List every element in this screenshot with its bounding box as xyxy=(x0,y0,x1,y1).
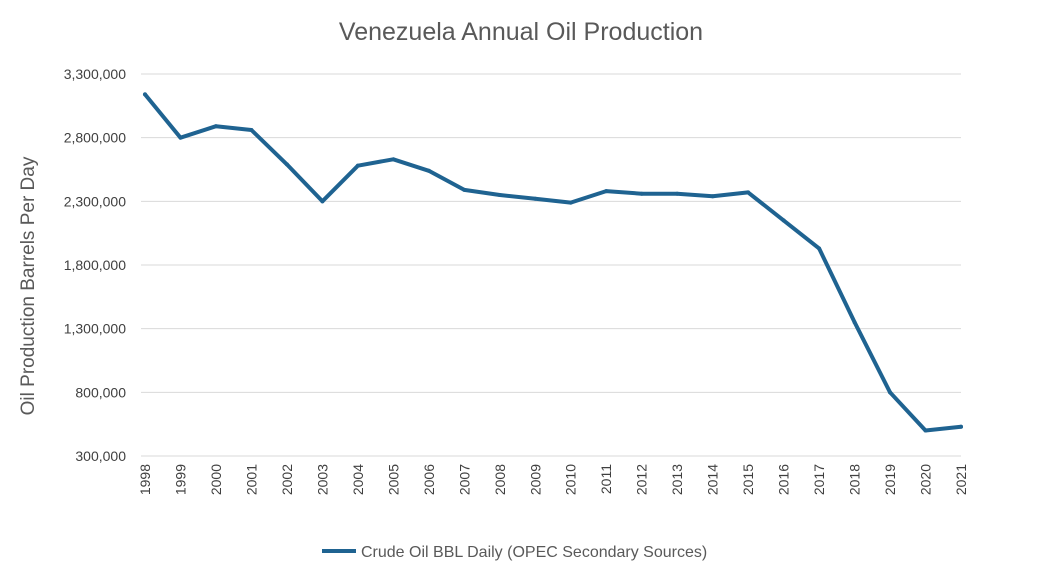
legend: Crude Oil BBL Daily (OPEC Secondary Sour… xyxy=(322,544,707,561)
data-point xyxy=(213,124,218,129)
data-point xyxy=(568,200,573,205)
data-point xyxy=(284,162,289,167)
x-tick-label: 2017 xyxy=(811,464,827,495)
x-tick-label: 1998 xyxy=(137,464,153,495)
x-tick-label: 2012 xyxy=(634,464,650,495)
data-point xyxy=(923,428,928,433)
data-point xyxy=(675,191,680,196)
x-tick-label: 2005 xyxy=(385,464,401,495)
x-tick-label: 2020 xyxy=(918,464,934,495)
data-point xyxy=(497,192,502,197)
data-point xyxy=(959,424,963,429)
x-tick-label: 2015 xyxy=(740,464,756,495)
y-axis-label: Oil Production Barrels Per Day xyxy=(18,156,39,415)
data-point xyxy=(639,191,644,196)
data-point xyxy=(178,135,183,140)
x-tick-label: 2002 xyxy=(279,464,295,495)
x-tick-label: 2014 xyxy=(705,464,721,495)
legend-label: Crude Oil BBL Daily (OPEC Secondary Sour… xyxy=(361,544,707,561)
x-tick-label: 2007 xyxy=(456,464,472,495)
data-point xyxy=(781,218,786,223)
x-tick-label: 2018 xyxy=(847,464,863,495)
chart-title: Venezuela Annual Oil Production xyxy=(339,18,703,46)
x-tick-label: 2000 xyxy=(208,464,224,495)
x-tick-label: 1999 xyxy=(172,464,188,495)
series-lines xyxy=(143,92,963,433)
data-point xyxy=(852,320,857,325)
x-tick-label: 2009 xyxy=(527,464,543,495)
y-tick-label: 2,800,000 xyxy=(64,130,126,146)
data-point xyxy=(533,196,538,201)
y-tick-label: 1,300,000 xyxy=(64,321,126,337)
data-point xyxy=(462,187,467,192)
data-point xyxy=(355,163,360,168)
x-tick-label: 2013 xyxy=(669,464,685,495)
y-tick-label: 800,000 xyxy=(75,384,126,400)
x-tick-label: 2008 xyxy=(492,464,508,495)
y-tick-label: 3,300,000 xyxy=(64,66,126,82)
x-tick-label: 2003 xyxy=(314,464,330,495)
data-point xyxy=(320,199,325,204)
data-point xyxy=(604,189,609,194)
x-tick-label: 2001 xyxy=(243,464,259,495)
y-tick-label: 1,800,000 xyxy=(64,257,126,273)
data-point xyxy=(817,246,822,251)
data-point xyxy=(143,92,147,97)
data-point xyxy=(710,194,715,199)
series-line xyxy=(143,92,963,433)
x-tick-label: 2016 xyxy=(776,464,792,495)
y-tick-label: 2,300,000 xyxy=(64,193,126,209)
x-tick-label: 2011 xyxy=(598,464,614,494)
x-axis-ticks: 1998 1999 2000 2001 2002 2003 2004 2005 2006 2007… xyxy=(137,464,969,495)
x-tick-label: 2019 xyxy=(882,464,898,495)
y-tick-label: 300,000 xyxy=(75,448,126,464)
y-axis-ticks: 300,000 800,000 1,300,000 1,800,000 2,300,00… xyxy=(64,66,127,464)
data-point xyxy=(746,190,751,195)
data-point xyxy=(426,168,431,173)
data-point xyxy=(391,157,396,162)
data-point xyxy=(888,390,893,395)
gridlines xyxy=(141,73,961,457)
x-tick-label: 2004 xyxy=(350,464,366,495)
x-tick-label: 2021 xyxy=(953,464,969,495)
x-tick-label: 2010 xyxy=(563,464,579,495)
x-tick-label: 2006 xyxy=(421,464,437,495)
data-point xyxy=(249,128,254,133)
